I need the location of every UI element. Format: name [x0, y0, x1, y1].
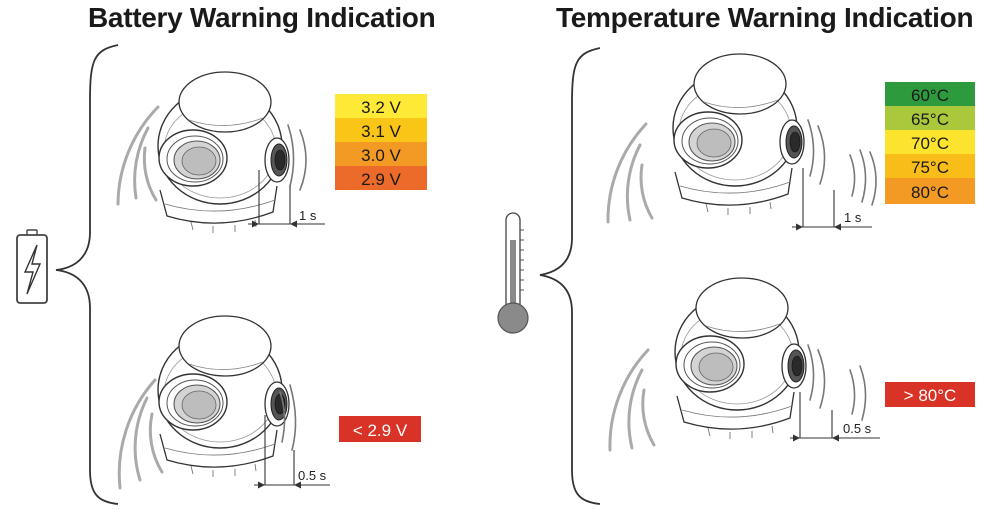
battery-timing-05s: 0.5 s	[254, 415, 330, 489]
temperature-level-3	[885, 130, 975, 154]
battery-brace	[55, 44, 119, 505]
battery-section-title: Battery Warning Indication	[88, 2, 436, 33]
thermometer-icon	[497, 212, 529, 334]
temperature-level-1-label: 60°C	[911, 86, 949, 105]
battery-level-1	[335, 94, 427, 118]
battery-interval-critical: 0.5 s	[298, 468, 327, 483]
temperature-brace	[539, 47, 601, 505]
temperature-critical-box	[885, 382, 975, 407]
battery-level-4-label: 2.9 V	[361, 170, 401, 189]
battery-critical-label: < 2.9 V	[353, 421, 408, 440]
battery-interval-normal: 1 s	[299, 208, 317, 223]
temperature-interval-critical: 0.5 s	[843, 421, 872, 436]
battery-level-4	[335, 166, 427, 190]
temperature-device-bottom	[608, 277, 867, 452]
temperature-level-table: 60°C 65°C 70°C 75°C 80°C	[885, 82, 975, 204]
battery-level-1-label: 3.2 V	[361, 98, 401, 117]
battery-section: 1 s 3.2 V 3.1 V 3.0 V 2.9 V	[16, 44, 427, 505]
battery-level-3-label: 3.0 V	[361, 146, 401, 165]
temperature-level-5	[885, 178, 975, 204]
battery-timing-1s: 1 s	[248, 170, 325, 228]
battery-critical-box	[339, 416, 421, 442]
temperature-timing-1s: 1 s	[792, 168, 872, 231]
battery-level-3	[335, 142, 427, 166]
battery-level-2-label: 3.1 V	[361, 122, 401, 141]
temperature-level-3-label: 70°C	[911, 134, 949, 153]
temperature-section-title: Temperature Warning Indication	[556, 2, 974, 33]
battery-level-table: 3.2 V 3.1 V 3.0 V 2.9 V	[335, 94, 427, 190]
temperature-level-2	[885, 106, 975, 130]
battery-device-top	[116, 71, 307, 234]
temperature-level-2-label: 65°C	[911, 110, 949, 129]
battery-device-bottom	[117, 315, 297, 490]
temperature-critical-label: > 80°C	[904, 386, 957, 405]
temperature-interval-normal: 1 s	[844, 210, 862, 225]
battery-charging-icon	[16, 229, 48, 304]
battery-level-2	[335, 118, 427, 142]
temperature-device-top	[606, 53, 877, 224]
temperature-level-4	[885, 154, 975, 178]
temperature-level-4-label: 75°C	[911, 158, 949, 177]
temperature-level-1	[885, 82, 975, 106]
temperature-timing-05s: 0.5 s	[790, 392, 880, 442]
temperature-section: 1 s 60°C 65°C 70°C 75°C 80°C	[497, 47, 975, 505]
temperature-level-5-label: 80°C	[911, 183, 949, 202]
